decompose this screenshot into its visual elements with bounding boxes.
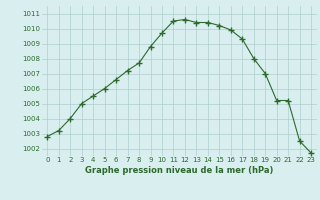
X-axis label: Graphe pression niveau de la mer (hPa): Graphe pression niveau de la mer (hPa) <box>85 166 273 175</box>
